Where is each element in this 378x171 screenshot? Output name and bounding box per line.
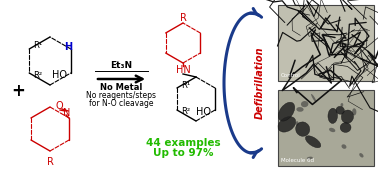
Ellipse shape	[336, 106, 344, 114]
FancyBboxPatch shape	[278, 5, 374, 81]
Ellipse shape	[341, 144, 346, 149]
Text: 44 examples: 44 examples	[146, 138, 220, 148]
Ellipse shape	[301, 101, 308, 107]
Ellipse shape	[352, 108, 356, 115]
Ellipse shape	[307, 157, 313, 159]
Ellipse shape	[328, 108, 338, 123]
Text: R: R	[46, 157, 53, 167]
Text: +: +	[11, 82, 25, 100]
Ellipse shape	[278, 117, 296, 132]
Ellipse shape	[341, 110, 353, 123]
Ellipse shape	[359, 153, 364, 157]
Ellipse shape	[296, 121, 299, 126]
Text: R¹: R¹	[33, 42, 42, 50]
Text: No Metal: No Metal	[100, 82, 142, 91]
Ellipse shape	[278, 102, 295, 121]
FancyBboxPatch shape	[278, 90, 374, 166]
Text: for N-O cleavage: for N-O cleavage	[89, 98, 153, 108]
Text: R: R	[180, 13, 186, 23]
Text: R¹: R¹	[181, 81, 190, 89]
Text: HO: HO	[196, 107, 211, 117]
Text: H: H	[64, 42, 72, 52]
Text: HN: HN	[176, 65, 191, 75]
Text: No reagents/steps: No reagents/steps	[86, 90, 156, 100]
Text: N: N	[64, 108, 71, 118]
Text: O: O	[55, 101, 63, 111]
Ellipse shape	[296, 107, 304, 112]
Ellipse shape	[305, 136, 321, 148]
Ellipse shape	[341, 103, 343, 107]
Ellipse shape	[296, 122, 310, 136]
Ellipse shape	[311, 94, 316, 102]
Text: Up to 97%: Up to 97%	[153, 148, 213, 158]
Text: HO: HO	[52, 70, 67, 80]
Text: Control: Control	[281, 73, 301, 78]
Text: Molecule 6d: Molecule 6d	[281, 158, 314, 163]
Text: R²: R²	[33, 70, 42, 80]
Text: Defibrillation: Defibrillation	[255, 47, 265, 119]
Text: R²: R²	[181, 108, 190, 116]
Ellipse shape	[340, 123, 351, 132]
Ellipse shape	[329, 128, 335, 132]
Text: Et₃N: Et₃N	[110, 61, 132, 69]
